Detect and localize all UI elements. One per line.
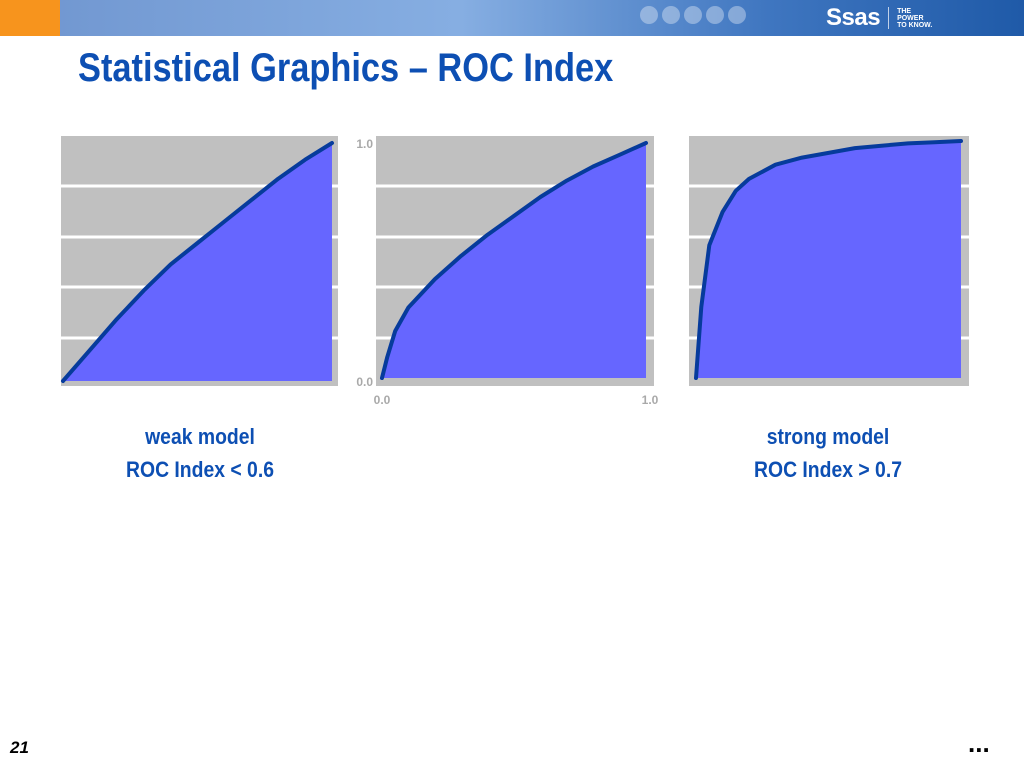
caption-strong-model: strong model ROC Index > 0.7 (698, 420, 958, 486)
middle-model-roc-curve (380, 141, 648, 380)
strong-model-roc-curve (694, 139, 963, 380)
brand-tagline-line: POWER (897, 14, 924, 22)
brand-tagline-line: TO KNOW. (897, 21, 933, 29)
caption-weak-model-line1: weak model (145, 424, 255, 449)
caption-strong-model-line2: ROC Index > 0.7 (754, 457, 902, 482)
page-number: 21 (10, 738, 29, 757)
sas-logo: Ssas (826, 4, 881, 31)
x-tick-label: 0.0 (374, 393, 391, 407)
brand: Ssas THE POWER TO KNOW. (826, 4, 932, 32)
weak-model-area (63, 143, 332, 381)
brand-separator (888, 7, 890, 29)
middle-model-area (382, 143, 646, 378)
y-tick-label: 1.0 (356, 137, 373, 151)
brand-tagline-line: THE (897, 7, 912, 15)
header-accent-tab (0, 0, 60, 36)
strong-model-area (696, 141, 961, 378)
x-tick-label: 1.0 (642, 393, 659, 407)
brand-tagline: THE POWER TO KNOW. (897, 8, 932, 29)
header-dots-decoration (640, 6, 746, 28)
roc-charts: 0.0 1.0 0.0 1.0 (61, 136, 969, 407)
more-indicator: ... (968, 728, 990, 758)
caption-weak-model-line2: ROC Index < 0.6 (126, 457, 274, 482)
y-tick-label: 0.0 (356, 375, 373, 389)
caption-weak-model: weak model ROC Index < 0.6 (70, 420, 330, 486)
header-banner: Ssas THE POWER TO KNOW. (0, 0, 1024, 36)
weak-model-roc-curve (61, 141, 334, 383)
slide-title: Statistical Graphics – ROC Index (78, 46, 614, 90)
caption-strong-model-line1: strong model (766, 424, 890, 449)
